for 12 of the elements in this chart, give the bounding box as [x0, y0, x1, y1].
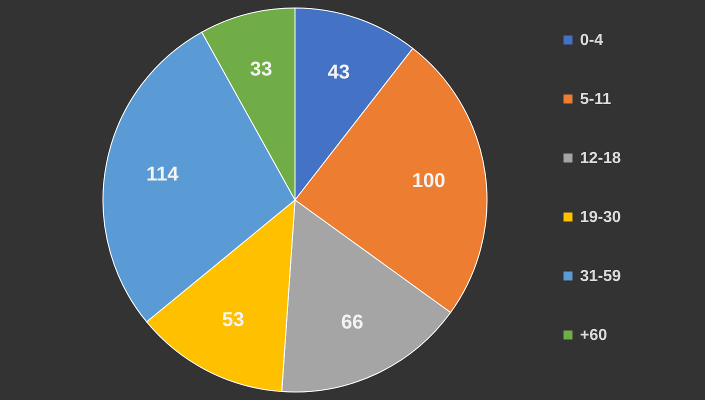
data-label: 66: [341, 311, 364, 334]
data-label: 53: [222, 308, 244, 331]
data-label: 43: [328, 61, 350, 84]
legend-label: 0-4: [580, 32, 604, 49]
legend-label: 12-18: [580, 150, 622, 167]
legend-label: 5-11: [580, 91, 612, 108]
legend-label: +60: [580, 327, 608, 344]
legend-label: 19-30: [580, 209, 622, 226]
data-label: 33: [250, 58, 272, 80]
data-label: 100: [412, 170, 446, 192]
data-label: 114: [146, 164, 180, 186]
legend-label: 31-59: [580, 268, 622, 285]
